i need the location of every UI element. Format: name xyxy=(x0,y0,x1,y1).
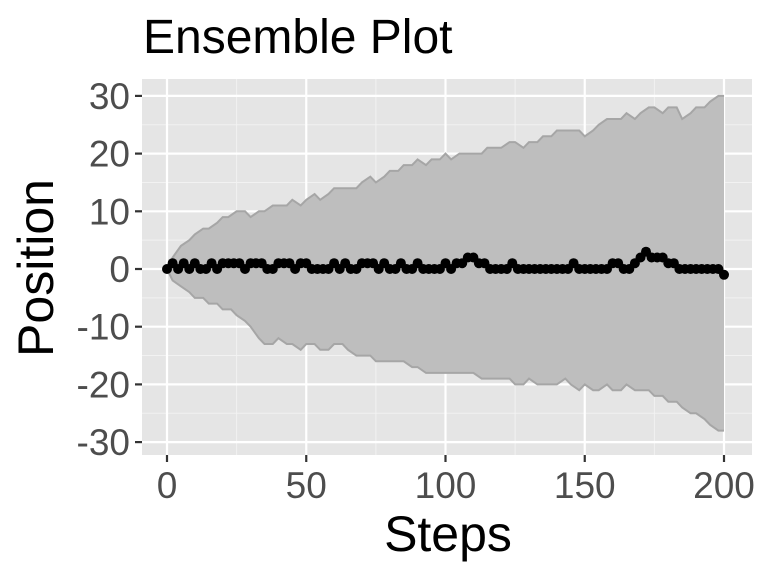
y-tick-label: -10 xyxy=(77,307,130,348)
y-tick-label: 30 xyxy=(89,76,130,117)
y-axis-title: Position xyxy=(8,179,64,357)
x-tick-label: 150 xyxy=(554,465,616,506)
y-axis: 30 20 10 0 -10 -20 -30 xyxy=(77,76,142,463)
band-upper-line xyxy=(166,94,724,270)
chart-title: Ensemble Plot xyxy=(143,11,453,64)
x-tick-label: 100 xyxy=(415,465,477,506)
x-tick-label: 0 xyxy=(157,465,178,506)
y-tick-label: 10 xyxy=(89,191,130,232)
x-tick-label: 200 xyxy=(693,465,755,506)
y-tick-label: -20 xyxy=(77,364,130,405)
plot-panel xyxy=(142,79,752,455)
series-layer xyxy=(162,246,729,280)
y-tick-label: 20 xyxy=(89,134,130,175)
band-lower-line xyxy=(166,268,724,432)
y-tick-label: 0 xyxy=(109,249,130,290)
x-axis-title: Steps xyxy=(384,506,512,562)
x-tick-label: 50 xyxy=(286,465,327,506)
data-point xyxy=(719,269,729,280)
x-axis: 0 50 100 150 200 xyxy=(157,455,755,506)
y-tick-label: -30 xyxy=(77,422,130,463)
